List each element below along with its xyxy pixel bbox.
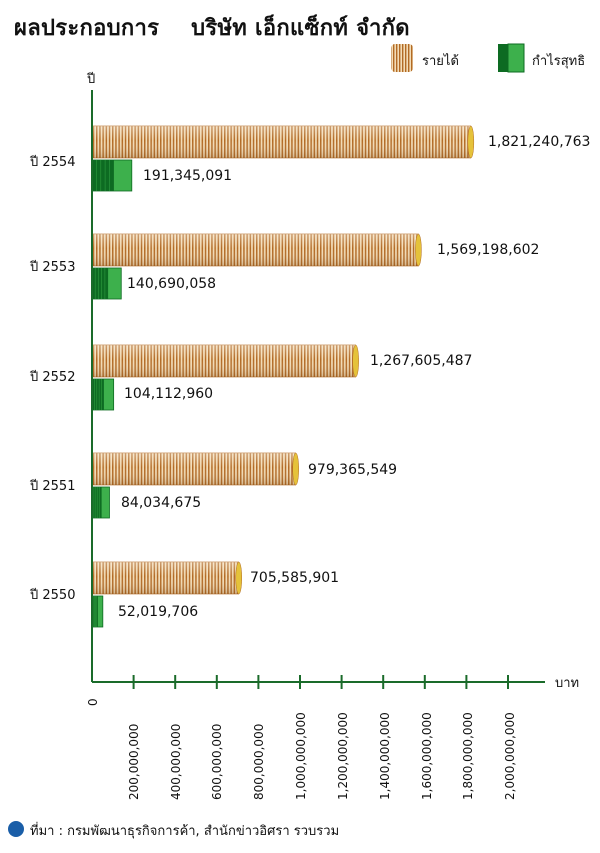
- profit-value-label-2550: 52,019,706: [118, 604, 199, 620]
- category-label-2552: ปี 2552: [30, 370, 76, 385]
- revenue-bar-shade-2550: [92, 562, 239, 594]
- tick-label-1400m: 1,400,000,000: [378, 712, 392, 800]
- y-axis-label: ปี: [87, 72, 96, 87]
- revenue-bar-cap-2551: [292, 452, 299, 486]
- revenue-bar-shade-2553: [92, 234, 419, 266]
- category-label-2554: ปี 2554: [30, 155, 76, 170]
- revenue-bar-cap-2550: [235, 561, 243, 595]
- revenue-value-label-2554: 1,821,240,763: [488, 134, 591, 150]
- tick-label-200m: 200,000,000: [127, 723, 141, 800]
- x-axis-label: บาท: [555, 676, 580, 691]
- tick-label-400m: 400,000,000: [169, 723, 183, 800]
- profit-value-label-2552: 104,112,960: [124, 386, 214, 402]
- legend-revenue-label: รายได้: [422, 54, 459, 69]
- revenue-bar-cap-2553: [415, 233, 422, 267]
- profit-value-label-2554: 191,345,091: [143, 168, 233, 184]
- tick-label-600m: 600,000,000: [210, 723, 224, 800]
- tick-label-1800m: 1,800,000,000: [461, 712, 475, 800]
- profit-bar-dark-2551: [92, 487, 102, 518]
- tick-label-2000m: 2,000,000,000: [503, 712, 517, 800]
- legend-revenue-swatch: [391, 44, 413, 72]
- tick-label-1600m: 1,600,000,000: [420, 712, 434, 800]
- source-bullet-icon: [8, 821, 24, 837]
- legend-profit: กำไรสุทธิ: [498, 42, 598, 74]
- revenue-value-label-2550: 705,585,901: [250, 570, 340, 586]
- legend-revenue: รายได้: [390, 42, 490, 74]
- revenue-value-label-2551: 979,365,549: [308, 462, 398, 478]
- chart-title: ผลประกอบการ บริษัท เอ็กแซ็กท์ จำกัด: [14, 16, 410, 41]
- profit-value-label-2551: 84,034,675: [121, 495, 202, 511]
- revenue-bar-shade-2554: [92, 126, 471, 158]
- legend-profit-swatch: [507, 43, 525, 73]
- revenue-bar-shade-2552: [92, 345, 356, 377]
- tick-label-1200m: 1,200,000,000: [336, 712, 350, 800]
- legend-profit-label: กำไรสุทธิ: [532, 54, 586, 69]
- source-text: ที่มา : กรมพัฒนาธุรกิจการค้า, สำนักข่าวอ…: [30, 824, 340, 839]
- legend-profit-swatch-dark: [498, 44, 510, 72]
- profit-bar-dark-2550: [92, 596, 98, 627]
- category-label-2553: ปี 2553: [30, 260, 76, 275]
- tick-label-800m: 800,000,000: [252, 723, 266, 800]
- revenue-bar-cap-2552: [352, 344, 359, 378]
- profit-bar-dark-2554: [92, 160, 114, 191]
- profit-value-label-2553: 140,690,058: [127, 276, 217, 292]
- category-label-2550: ปี 2550: [30, 588, 76, 603]
- revenue-value-label-2553: 1,569,198,602: [437, 242, 540, 258]
- tick-label-0: 0: [86, 698, 100, 706]
- tick-label-1000m: 1,000,000,000: [294, 712, 308, 800]
- revenue-value-label-2552: 1,267,605,487: [370, 353, 473, 369]
- revenue-bar-shade-2551: [92, 453, 296, 485]
- category-label-2551: ปี 2551: [30, 479, 76, 494]
- profit-bar-dark-2552: [92, 379, 104, 410]
- profit-bar-dark-2553: [92, 268, 109, 299]
- revenue-bar-cap-2554: [467, 125, 475, 159]
